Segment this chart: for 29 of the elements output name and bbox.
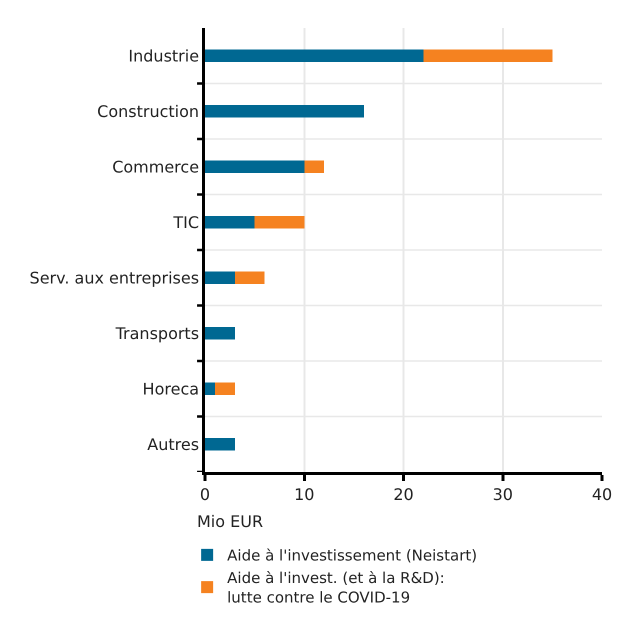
x-tick-label: 40 [592,484,612,504]
y-tick-label: TIC [172,212,200,232]
bar [205,105,364,118]
bar [205,382,215,395]
x-tick-label: 30 [492,484,513,504]
y-tick-label: Horeca [142,379,200,398]
bar [205,160,304,173]
bar [205,50,424,62]
bar [234,272,265,284]
y-tick-label: Transports [114,324,200,343]
x-tick-label: 0 [200,484,210,504]
y-tick-label: Autres [147,434,200,454]
bar [254,216,304,228]
x-tick-label: 10 [294,484,314,504]
bar [205,327,235,340]
y-tick-label: Serv. aux entreprises [30,268,200,288]
bar [205,272,235,284]
x-axis-title: Mio EUR [197,512,264,531]
y-tick-label: Construction [97,102,200,121]
legend-label: Aide à l'investissement (Neistart) [227,546,478,565]
legend-label: Aide à l'invest. (et à la R&D): lutte contre le COVID-19 [227,569,445,607]
x-tick-label: 20 [393,484,414,504]
bar [205,438,235,450]
bar [423,50,552,62]
y-tick-label: Industrie [128,46,200,66]
y-tick-label: Commerce [112,157,200,176]
bar [205,216,255,228]
bar [304,160,324,173]
bar [214,382,235,395]
